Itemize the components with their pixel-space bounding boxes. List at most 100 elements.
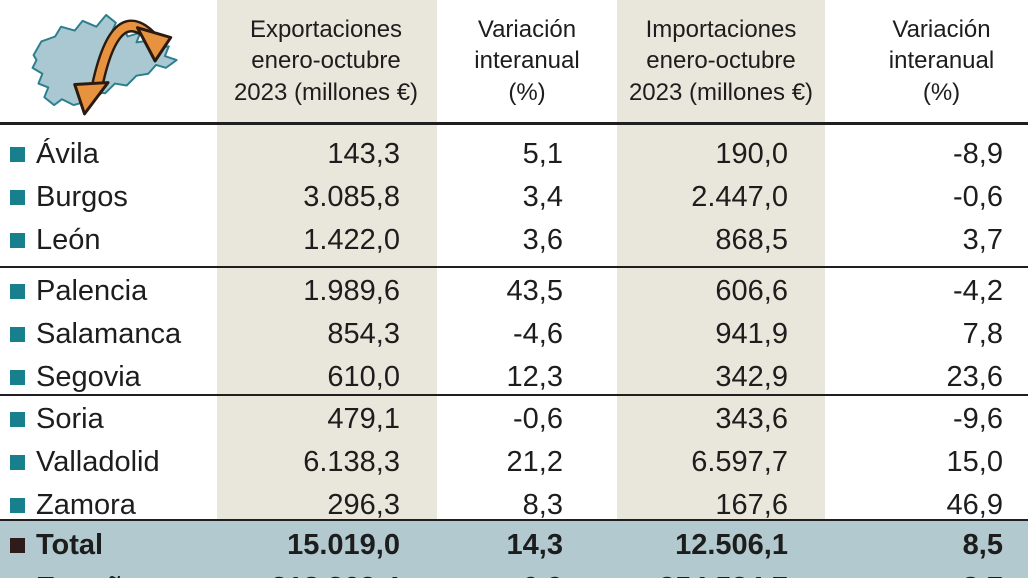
- exports-variation-value: 3,4: [522, 181, 563, 213]
- bullet-square-icon: [10, 412, 25, 427]
- province-cell: Burgos: [0, 176, 215, 219]
- total-cell: Total: [0, 524, 215, 567]
- province-label: León: [36, 224, 101, 256]
- exports-variation-value: 12,3: [506, 361, 563, 393]
- imports-variation-value: -9,6: [953, 403, 1003, 435]
- imports-variation-value: -0,6: [953, 181, 1003, 213]
- castilla-y-leon-map-icon: [31, 13, 178, 116]
- espana-label: España: [36, 572, 139, 578]
- province-label: Soria: [36, 403, 104, 435]
- exports-value: 143,3: [327, 138, 400, 170]
- exports-variation-value: 43,5: [506, 275, 563, 307]
- group-rule-2: [0, 394, 1028, 396]
- exports-value: 479,1: [327, 403, 400, 435]
- imports-column-band: [617, 0, 825, 521]
- bullet-square-icon: [10, 233, 25, 248]
- exports-value: 854,3: [327, 318, 400, 350]
- exports-value: 15.019,0: [287, 529, 400, 561]
- group-rule-1: [0, 266, 1028, 268]
- bullet-square-icon: [10, 284, 25, 299]
- province-cell: Palencia: [0, 270, 215, 313]
- province-label: Burgos: [36, 181, 128, 213]
- imports-variation-value: 8,5: [962, 529, 1003, 561]
- imports-value: 343,6: [715, 403, 788, 435]
- group-rule-3: [0, 519, 1028, 521]
- exports-value: 1.989,6: [303, 275, 400, 307]
- table-row-palencia: Palencia 1.989,6 43,5 606,6 -4,2: [0, 270, 1028, 313]
- bullet-square-icon: [10, 327, 25, 342]
- province-cell: Salamanca: [0, 313, 215, 356]
- table-row-total: Total 15.019,0 14,3 12.506,1 8,5: [0, 524, 1028, 567]
- imports-value: 354.534,7: [617, 567, 825, 578]
- exports-variation-value: 5,1: [522, 138, 563, 170]
- table-row-espana: España 318.362,4 0,9 354.534,7 8,7: [0, 567, 1028, 578]
- province-cell: Valladolid: [0, 441, 215, 484]
- exports-value: 318.362,4: [215, 567, 437, 578]
- total-label: Total: [36, 529, 104, 561]
- imports-value: 868,5: [715, 224, 788, 256]
- imports-variation-value: 8,7: [825, 567, 1028, 578]
- exports-value: 6.138,3: [303, 446, 400, 478]
- imports-value: 6.597,7: [691, 446, 788, 478]
- exports-variation-value: 14,3: [506, 529, 563, 561]
- bullet-square-icon: [10, 370, 25, 385]
- table-header: Exportaciones enero-octubre 2023 (millon…: [0, 0, 1028, 122]
- province-cell: Segovia: [0, 356, 215, 399]
- exports-variation-value: -4,6: [513, 318, 563, 350]
- bullet-square-icon: [10, 190, 25, 205]
- imports-variation-value: 7,8: [962, 318, 1003, 350]
- imports-value: 2.447,0: [691, 181, 788, 213]
- province-cell: Soria: [0, 398, 215, 441]
- imports-value: 190,0: [715, 138, 788, 170]
- province-label: Segovia: [36, 361, 141, 393]
- province-label: Valladolid: [36, 446, 160, 478]
- header-imports: Importaciones enero-octubre 2023 (millon…: [628, 16, 814, 106]
- summary-rows-band: [0, 521, 1028, 578]
- province-label: Zamora: [36, 489, 136, 521]
- header-rule: [0, 122, 1028, 125]
- imports-variation-value: 46,9: [946, 489, 1003, 521]
- imports-variation-value: -4,2: [953, 275, 1003, 307]
- imports-value: 606,6: [715, 275, 788, 307]
- imports-value: 342,9: [715, 361, 788, 393]
- table-row-burgos: Burgos 3.085,8 3,4 2.447,0 -0,6: [0, 176, 1028, 219]
- exports-value: 296,3: [327, 489, 400, 521]
- exports-variation-value: 21,2: [506, 446, 563, 478]
- table-row-zamora: Zamora 296,3 8,3 167,6 46,9: [0, 484, 1028, 527]
- exports-variation-value: 0,9: [437, 567, 617, 578]
- province-cell: Ávila: [0, 133, 215, 176]
- imports-variation-value: 15,0: [946, 446, 1003, 478]
- trade-arrows-icon: [73, 19, 173, 116]
- header-import-variation: Variación interanual (%): [888, 16, 995, 106]
- table-row-avila: Ávila 143,3 5,1 190,0 -8,9: [0, 133, 1028, 176]
- header-export-variation: Variación interanual (%): [474, 16, 580, 106]
- header-spacer: [0, 0, 215, 122]
- province-label: Salamanca: [36, 318, 182, 350]
- table-row-salamanca: Salamanca 854,3 -4,6 941,9 7,8: [0, 313, 1028, 356]
- imports-value: 12.506,1: [675, 529, 788, 561]
- header-exports: Exportaciones enero-octubre 2023 (millon…: [233, 16, 419, 106]
- imports-variation-value: 23,6: [946, 361, 1003, 393]
- bullet-square-icon: [10, 455, 25, 470]
- table-row-segovia: Segovia 610,0 12,3 342,9 23,6: [0, 356, 1028, 399]
- exports-variation-value: 3,6: [522, 224, 563, 256]
- bullet-square-icon: [10, 538, 25, 553]
- bullet-square-icon: [10, 147, 25, 162]
- exports-value: 1.422,0: [303, 224, 400, 256]
- table-row-soria: Soria 479,1 -0,6 343,6 -9,6: [0, 398, 1028, 441]
- imports-value: 941,9: [715, 318, 788, 350]
- bullet-square-icon: [10, 498, 25, 513]
- exports-variation-value: 8,3: [522, 489, 563, 521]
- espana-cell: España: [0, 567, 215, 578]
- province-cell: León: [0, 219, 215, 262]
- exports-column-band: [217, 0, 437, 521]
- province-cell: Zamora: [0, 484, 215, 527]
- table-row-leon: León 1.422,0 3,6 868,5 3,7: [0, 219, 1028, 262]
- imports-variation-value: -8,9: [953, 138, 1003, 170]
- imports-value: 167,6: [715, 489, 788, 521]
- exports-value: 610,0: [327, 361, 400, 393]
- exports-value: 3.085,8: [303, 181, 400, 213]
- exports-variation-value: -0,6: [513, 403, 563, 435]
- province-label: Palencia: [36, 275, 148, 307]
